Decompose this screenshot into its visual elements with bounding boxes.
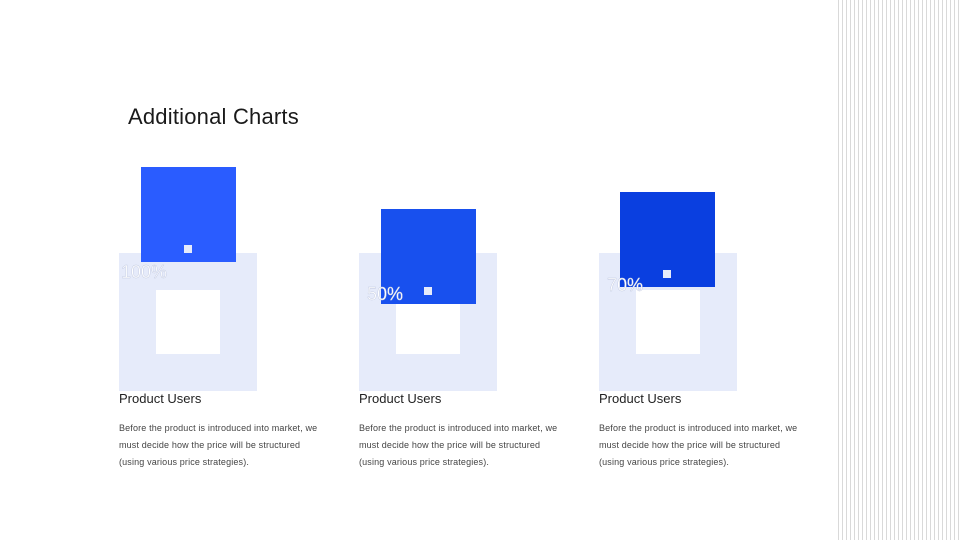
chart-frame-hole [156, 290, 220, 354]
description-line: must decide how the price will be struct… [599, 440, 781, 450]
description-line: Before the product is introduced into ma… [599, 423, 798, 433]
chart-category-label: Product Users [359, 391, 442, 406]
description-line: (using various price strategies). [599, 457, 730, 467]
description-line: must decide how the price will be struct… [119, 440, 301, 450]
chart-value-label: 100% [121, 262, 168, 282]
chart-marker [184, 245, 192, 253]
chart-value-label: 70% [607, 275, 644, 295]
chart-frame [119, 253, 257, 391]
chart-category-label: Product Users [599, 391, 682, 406]
description-line: Before the product is introduced into ma… [359, 423, 558, 433]
chart-marker [424, 287, 432, 295]
chart-description: Before the product is introduced into ma… [359, 420, 579, 471]
description-line: (using various price strategies). [359, 457, 490, 467]
description-line: must decide how the price will be struct… [359, 440, 541, 450]
chart-value-label: 50% [367, 284, 404, 304]
decorative-stripes [838, 0, 960, 540]
page-title: Additional Charts [128, 104, 299, 129]
chart-description: Before the product is introduced into ma… [599, 420, 819, 471]
chart-frame-hole [636, 290, 700, 354]
description-line: (using various price strategies). [119, 457, 250, 467]
description-line: Before the product is introduced into ma… [119, 423, 318, 433]
chart-description: Before the product is introduced into ma… [119, 420, 339, 471]
chart-marker [663, 270, 671, 278]
chart-category-label: Product Users [119, 391, 202, 406]
